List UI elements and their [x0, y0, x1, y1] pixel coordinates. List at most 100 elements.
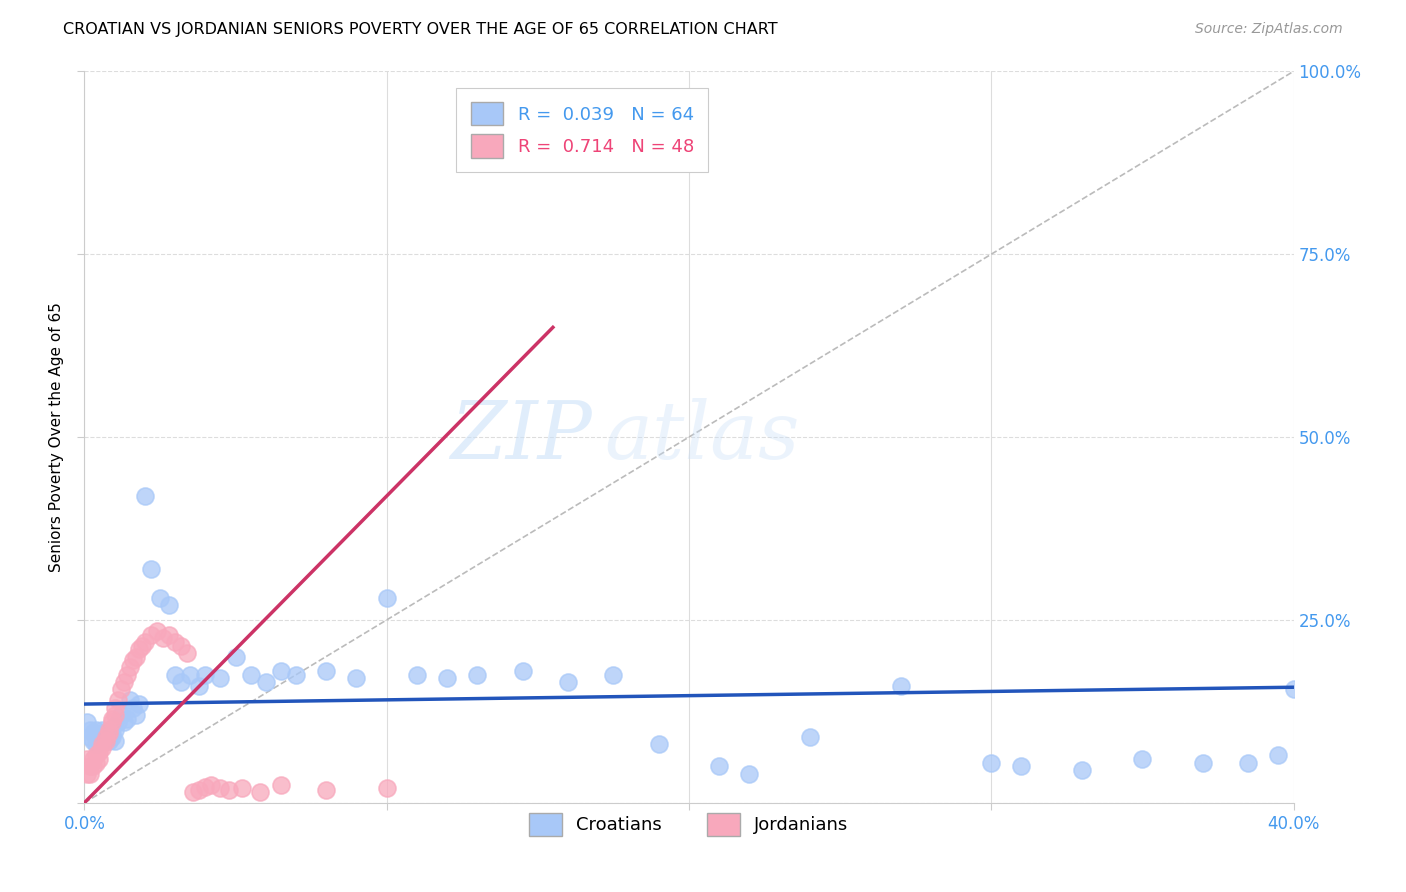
Point — [128, 642, 150, 657]
Point — [89, 752, 111, 766]
Point — [134, 635, 156, 649]
Point — [110, 682, 132, 697]
Point — [94, 733, 117, 747]
Point — [79, 766, 101, 780]
Point — [94, 730, 117, 744]
Point — [118, 693, 141, 707]
Point — [104, 723, 127, 737]
Legend: Croatians, Jordanians: Croatians, Jordanians — [520, 804, 858, 845]
Point — [315, 782, 337, 797]
Point — [149, 591, 172, 605]
Point — [890, 679, 912, 693]
Point — [285, 667, 308, 681]
Point — [648, 737, 671, 751]
Point — [107, 693, 129, 707]
Point — [86, 748, 108, 763]
Point — [139, 562, 162, 576]
Point — [602, 667, 624, 681]
Point — [82, 752, 104, 766]
Point — [121, 653, 143, 667]
Point — [100, 726, 122, 740]
Point — [82, 733, 104, 747]
Point — [76, 766, 98, 780]
Point — [1282, 682, 1305, 697]
Point — [82, 759, 104, 773]
Point — [89, 733, 111, 747]
Point — [146, 624, 169, 638]
Point — [1130, 752, 1153, 766]
Point — [179, 667, 201, 681]
Point — [1192, 756, 1215, 770]
Point — [200, 778, 222, 792]
Point — [375, 591, 398, 605]
Text: atlas: atlas — [605, 399, 800, 475]
Point — [76, 752, 98, 766]
Point — [980, 756, 1002, 770]
Point — [188, 782, 211, 797]
Point — [239, 667, 262, 681]
Point — [346, 672, 368, 686]
Point — [270, 778, 292, 792]
Point — [94, 726, 117, 740]
Point — [152, 632, 174, 646]
Point — [375, 781, 398, 796]
Point — [79, 759, 101, 773]
Y-axis label: Seniors Poverty Over the Age of 65: Seniors Poverty Over the Age of 65 — [49, 302, 63, 572]
Point — [170, 675, 193, 690]
Point — [231, 781, 253, 796]
Text: CROATIAN VS JORDANIAN SENIORS POVERTY OVER THE AGE OF 65 CORRELATION CHART: CROATIAN VS JORDANIAN SENIORS POVERTY OV… — [63, 22, 778, 37]
Point — [799, 730, 821, 744]
Point — [100, 730, 122, 744]
Point — [165, 667, 187, 681]
Point — [115, 712, 138, 726]
Point — [89, 730, 111, 744]
Point — [86, 756, 108, 770]
Point — [91, 737, 114, 751]
Point — [100, 715, 122, 730]
Point — [738, 766, 761, 780]
Point — [209, 781, 232, 796]
Point — [91, 740, 114, 755]
Point — [165, 635, 187, 649]
Point — [104, 700, 127, 714]
Text: ZIP: ZIP — [450, 399, 592, 475]
Point — [97, 733, 120, 747]
Point — [104, 708, 127, 723]
Point — [79, 723, 101, 737]
Point — [194, 667, 217, 681]
Text: Source: ZipAtlas.com: Source: ZipAtlas.com — [1195, 22, 1343, 37]
Point — [82, 726, 104, 740]
Point — [406, 667, 429, 681]
Point — [97, 723, 120, 737]
Point — [94, 730, 117, 744]
Point — [121, 700, 143, 714]
Point — [100, 712, 122, 726]
Point — [91, 726, 114, 740]
Point — [176, 646, 198, 660]
Point — [131, 639, 153, 653]
Point — [112, 675, 135, 690]
Point — [467, 667, 489, 681]
Point — [557, 675, 579, 690]
Point — [79, 730, 101, 744]
Point — [194, 780, 217, 794]
Point — [209, 672, 232, 686]
Point — [249, 785, 271, 799]
Point — [86, 723, 108, 737]
Point — [512, 664, 534, 678]
Point — [157, 599, 180, 613]
Point — [188, 679, 211, 693]
Point — [157, 627, 180, 641]
Point — [112, 715, 135, 730]
Point — [134, 489, 156, 503]
Point — [97, 723, 120, 737]
Point — [254, 675, 277, 690]
Point — [1267, 748, 1289, 763]
Point — [76, 715, 98, 730]
Point — [139, 627, 162, 641]
Point — [89, 745, 111, 759]
Point — [86, 737, 108, 751]
Point — [181, 785, 204, 799]
Point — [218, 782, 240, 797]
Point — [104, 733, 127, 747]
